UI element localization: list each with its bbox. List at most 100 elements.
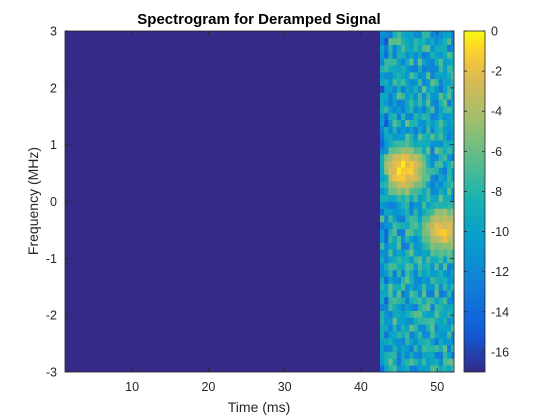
- spectrogram-cell: [392, 37, 398, 46]
- spectrogram-cell: [434, 153, 440, 161]
- spectrogram-cell: [396, 58, 402, 66]
- spectrogram-cell: [413, 324, 419, 332]
- spectrogram-cell: [392, 126, 398, 134]
- spectrogram-cell: [421, 262, 427, 271]
- spectrogram-cell: [442, 290, 448, 298]
- spectrogram-cell: [409, 256, 414, 264]
- spectrogram-cell: [405, 290, 410, 298]
- spectrogram-cell: [409, 317, 414, 325]
- spectrogram-cell: [438, 256, 444, 264]
- spectrogram-cell: [417, 317, 423, 325]
- spectrogram-cell: [413, 215, 419, 223]
- spectrogram-cell: [421, 296, 427, 305]
- spectrogram-cell: [380, 126, 385, 134]
- spectrogram-cell: [426, 146, 431, 155]
- spectrogram-cell: [451, 310, 455, 318]
- spectrogram-cell: [442, 133, 448, 141]
- colorbar-tick-label: -4: [491, 105, 502, 119]
- spectrogram-cell: [417, 174, 423, 182]
- spectrogram-cell: [451, 181, 455, 189]
- spectrogram-cell: [421, 99, 427, 107]
- spectrogram-cell: [405, 310, 410, 318]
- spectrogram-cell: [400, 358, 406, 366]
- spectrogram-cell: [396, 181, 402, 189]
- spectrogram-cell: [396, 242, 402, 250]
- spectrogram-cell: [430, 181, 435, 189]
- spectrogram-cell: [392, 153, 398, 161]
- spectrogram-cell: [405, 92, 410, 100]
- spectrogram-cell: [451, 174, 455, 182]
- spectrogram-cell: [405, 358, 410, 366]
- spectrogram-cell: [447, 221, 452, 230]
- spectrogram-cell: [421, 256, 427, 264]
- spectrogram-cell: [409, 37, 414, 46]
- spectrogram-cell: [413, 221, 419, 230]
- spectrogram-cell: [384, 344, 389, 352]
- spectrogram-cell: [409, 194, 414, 202]
- spectrogram-cell: [417, 31, 423, 39]
- spectrogram-cell: [384, 290, 389, 298]
- spectrogram-cell: [396, 317, 402, 325]
- spectrogram-cell: [447, 208, 452, 216]
- spectrogram-cell: [405, 174, 410, 182]
- spectrogram-cell: [413, 208, 419, 216]
- spectrogram-cell: [451, 58, 455, 66]
- spectrogram-cell: [413, 256, 419, 264]
- spectrogram-cell: [380, 262, 385, 271]
- colorbar-tick-label: -14: [491, 305, 509, 319]
- spectrogram-cell: [430, 146, 435, 155]
- spectrogram-cell: [413, 58, 419, 66]
- spectrogram-cell: [400, 71, 406, 80]
- spectrogram-cell: [409, 65, 414, 73]
- spectrogram-cell: [442, 331, 448, 339]
- spectrogram-cell: [426, 296, 431, 305]
- spectrogram-cell: [421, 215, 427, 223]
- spectrogram-cell: [421, 194, 427, 202]
- spectrogram-cell: [447, 112, 452, 121]
- spectrogram-cell: [442, 174, 448, 182]
- spectrogram-cell: [400, 337, 406, 346]
- spectrogram-cell: [409, 153, 414, 161]
- spectrogram-cell: [392, 221, 398, 230]
- spectrogram-cell: [392, 317, 398, 325]
- spectrogram-cell: [400, 208, 406, 216]
- spectrogram-cell: [426, 187, 431, 196]
- spectrogram-cell: [413, 276, 419, 284]
- spectrogram-cell: [413, 283, 419, 291]
- spectrogram-cell: [400, 181, 406, 189]
- spectrogram-cell: [384, 242, 389, 250]
- spectrogram-cell: [426, 194, 431, 202]
- spectrogram-cell: [451, 187, 455, 196]
- spectrogram-cell: [413, 126, 419, 134]
- spectrogram-cell: [438, 146, 444, 155]
- x-tick-label: 40: [354, 380, 368, 394]
- spectrogram-cell: [405, 51, 410, 59]
- spectrogram-cell: [417, 112, 423, 121]
- spectrogram-cell: [438, 65, 444, 73]
- spectrogram-cell: [413, 331, 419, 339]
- spectrogram-cell: [438, 324, 444, 332]
- spectrogram-cell: [400, 283, 406, 291]
- spectrogram-cell: [396, 303, 402, 312]
- spectrogram-cell: [417, 201, 423, 209]
- spectrogram-cell: [421, 71, 427, 80]
- spectrogram-cell: [434, 126, 440, 134]
- spectrogram-cell: [421, 337, 427, 346]
- spectrogram-cell: [409, 365, 414, 373]
- spectrogram-cell: [405, 167, 410, 175]
- spectrogram-cell: [384, 126, 389, 134]
- spectrogram-cell: [434, 290, 440, 298]
- spectrogram-cell: [409, 181, 414, 189]
- spectrogram-cell: [396, 174, 402, 182]
- spectrogram-cell: [417, 351, 423, 359]
- x-tick-label: 20: [201, 380, 215, 394]
- spectrogram-cell: [409, 99, 414, 107]
- spectrogram-cell: [417, 51, 423, 59]
- spectrogram-cell: [413, 358, 419, 366]
- spectrogram-cell: [405, 146, 410, 155]
- spectrogram-cell: [384, 140, 389, 148]
- spectrogram-cell: [438, 44, 444, 52]
- spectrogram-cell: [421, 317, 427, 325]
- spectrogram-cell: [388, 242, 393, 250]
